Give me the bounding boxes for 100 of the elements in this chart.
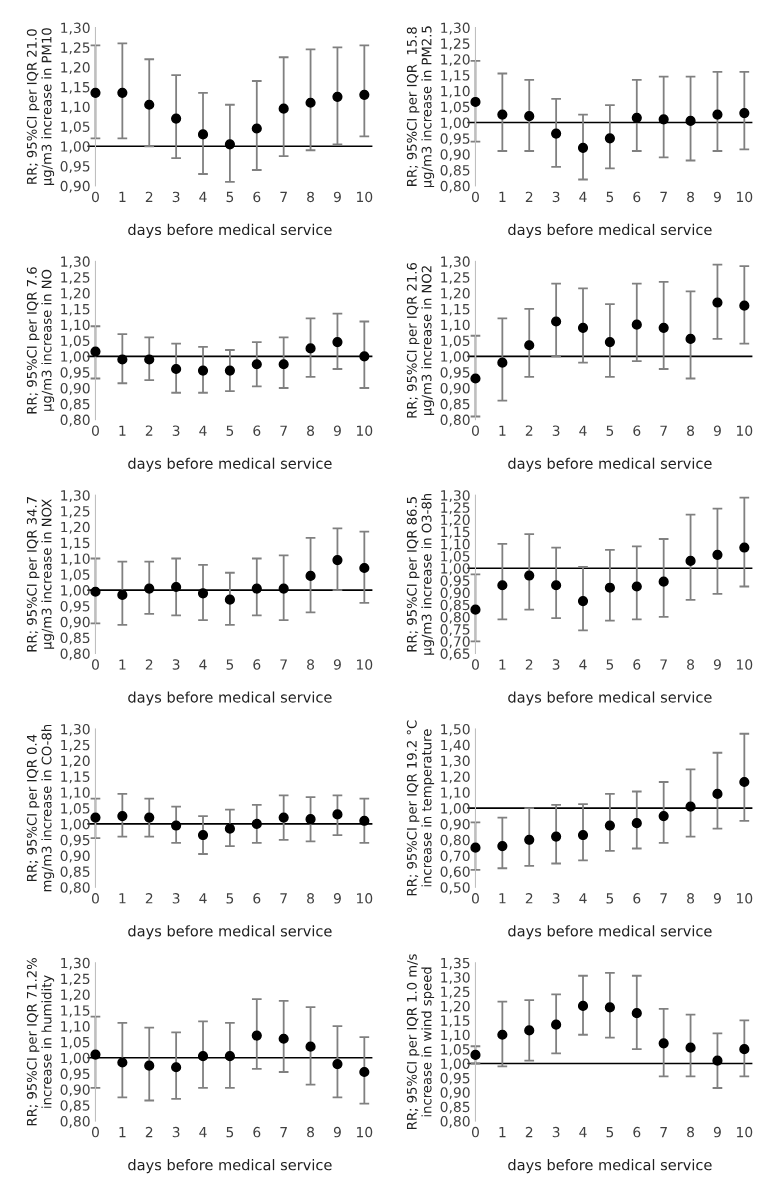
y-tick-label: 1,10 [441, 1029, 470, 1042]
x-tick-label: 4 [199, 659, 207, 670]
y-tick-label: 1,10 [61, 787, 90, 800]
x-tick-label: 3 [172, 425, 180, 436]
x-axis-title: days before medical service [128, 457, 332, 472]
y-tick-label: 0,80 [60, 414, 90, 427]
y-tick-label: 1,20 [61, 288, 90, 300]
x-tick-label: 4 [579, 659, 587, 670]
x-tick-label: 9 [333, 1126, 341, 1138]
y-tick-label: 0,95 [440, 1072, 470, 1085]
x-tick-label: 0 [471, 425, 479, 436]
y-tick-label: 1,00 [61, 351, 90, 364]
y-axis-title: RR; 95%CI per IQR 15.8 µg/m3 increase in PM2.5 [406, 26, 435, 188]
y-tick-label: 0,85 [60, 398, 90, 411]
x-tick-label: 2 [525, 1126, 533, 1138]
y-tick-label: 0,70 [440, 636, 470, 649]
y-tick-label: 1,00 [61, 141, 90, 154]
x-tick-label: 0 [471, 659, 479, 670]
x-tick-label: 8 [687, 893, 695, 904]
x-tick-label: 7 [660, 1127, 667, 1138]
y-tick-label: 0,80 [60, 1116, 90, 1128]
x-tick-label: 2 [525, 893, 533, 904]
x-tick-label: 2 [145, 893, 153, 904]
y-tick-label: 0,80 [440, 1116, 470, 1128]
x-tick-label: 5 [606, 1127, 614, 1138]
x-tick-label: 7 [280, 893, 287, 904]
y-tick-label: 0,90 [440, 587, 470, 600]
y-tick-label: 0,95 [60, 600, 90, 613]
x-tick-label: 8 [687, 1126, 695, 1138]
x-tick-label: 4 [579, 893, 587, 904]
y-tick-label: 0,90 [440, 1087, 470, 1100]
y-tick-label: 0,85 [60, 866, 90, 879]
y-tick-label: 1,15 [441, 70, 470, 82]
x-tick-label: 2 [525, 191, 533, 202]
x-tick-label: 5 [226, 1127, 234, 1138]
y-tick-label: 0,95 [60, 1068, 90, 1081]
x-tick-label: 2 [145, 425, 153, 436]
y-tick-label: 0,90 [440, 382, 470, 395]
y-tick-label: 0,80 [60, 648, 90, 661]
y-tick-label: 0,95 [440, 575, 470, 588]
x-tick-label: 7 [660, 425, 667, 436]
y-tick-label: 1,05 [441, 1044, 470, 1057]
y-tick-label: 0,85 [440, 164, 470, 177]
x-tick-label: 1 [119, 893, 126, 904]
x-tick-label: 9 [713, 425, 721, 436]
y-tick-label: 1,30 [61, 490, 90, 503]
x-tick-label: 1 [119, 191, 126, 202]
y-tick-label: 1,25 [61, 272, 90, 285]
y-tick-label: 1,10 [441, 319, 470, 332]
y-tick-label: 1,30 [441, 972, 470, 985]
x-tick-label: 5 [606, 191, 614, 203]
x-tick-label: 8 [687, 191, 695, 203]
x-tick-label: 2 [145, 659, 153, 670]
y-tick-label: 1,05 [441, 101, 470, 114]
x-tick-label: 9 [713, 659, 721, 670]
y-tick-label: 1,30 [441, 755, 470, 768]
x-tick-label: 1 [499, 191, 506, 202]
x-tick-label: 2 [525, 425, 533, 436]
y-tick-label: 0,90 [60, 180, 90, 193]
x-tick-label: 10 [737, 893, 753, 904]
y-axis-title: RR; 95%CI per IQR 1.0 m/s increase in wind speed [406, 954, 435, 1129]
y-tick-label: 0,90 [60, 1084, 90, 1097]
x-tick-label: 6 [253, 191, 261, 203]
x-tick-label: 6 [253, 425, 261, 436]
x-tick-label: 0 [91, 893, 99, 904]
x-tick-label: 1 [119, 659, 126, 670]
x-axis-title: days before medical service [128, 691, 332, 706]
y-tick-label: 1,15 [61, 304, 90, 316]
x-tick-label: 3 [172, 1126, 180, 1138]
y-tick-label: 1,15 [61, 771, 90, 784]
x-tick-label: 6 [253, 1126, 261, 1138]
y-tick-label: 1,30 [61, 723, 90, 736]
y-tick-label: 1,25 [441, 272, 470, 285]
x-tick-label: 5 [606, 425, 614, 436]
y-tick-label: 1,00 [61, 585, 90, 598]
x-tick-label: 8 [307, 191, 315, 203]
x-axis-title: days before medical service [128, 925, 332, 940]
x-tick-label: 6 [253, 659, 261, 670]
x-tick-label: 6 [633, 659, 641, 670]
x-axis-title: days before medical service [508, 925, 712, 940]
x-tick-label: 9 [333, 893, 341, 904]
y-tick-label: 1,25 [61, 973, 90, 986]
y-tick-label: 1,20 [61, 521, 90, 534]
x-tick-label: 6 [633, 425, 641, 436]
x-tick-label: 4 [199, 425, 207, 436]
x-tick-label: 1 [499, 893, 506, 904]
x-tick-label: 7 [280, 1127, 287, 1138]
x-tick-label: 4 [199, 1127, 207, 1138]
y-tick-label: 0,95 [60, 834, 90, 847]
y-tick-label: 0,90 [440, 149, 470, 162]
y-tick-label: 0,95 [440, 133, 470, 146]
y-tick-label: 1,40 [441, 739, 470, 752]
y-tick-label: 0,85 [60, 1100, 90, 1113]
y-tick-label: 1,10 [441, 85, 470, 98]
y-axis-title: RR; 95%CI per IQR 0.4 mg/m3 increase in CO-8h [26, 724, 55, 892]
x-tick-label: 3 [552, 893, 560, 904]
x-tick-label: 10 [357, 659, 373, 670]
x-tick-label: 7 [280, 191, 287, 202]
y-tick-label: 1,00 [61, 818, 90, 831]
x-tick-label: 9 [333, 191, 341, 203]
